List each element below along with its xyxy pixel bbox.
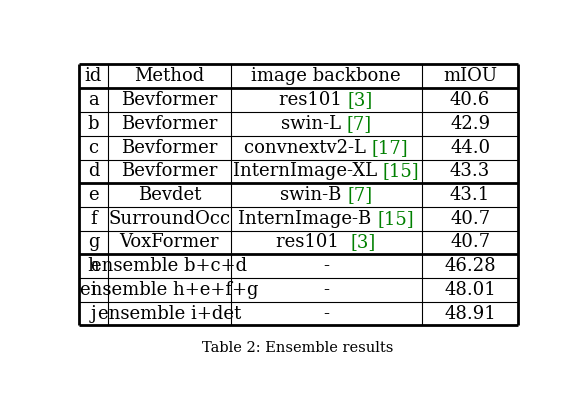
Text: InternImage-XL: InternImage-XL (233, 162, 383, 180)
Text: f: f (90, 210, 97, 228)
Text: ensemble i+det: ensemble i+det (97, 304, 241, 323)
Text: -: - (323, 304, 329, 323)
Text: 48.91: 48.91 (444, 304, 496, 323)
Text: h: h (88, 257, 99, 275)
Text: res101: res101 (280, 91, 348, 109)
Text: b: b (88, 115, 99, 133)
Text: -: - (323, 281, 329, 299)
Text: Method: Method (134, 67, 204, 85)
Text: 40.6: 40.6 (450, 91, 490, 109)
Text: Bevformer: Bevformer (121, 91, 218, 109)
Text: 40.7: 40.7 (450, 210, 490, 228)
Text: a: a (88, 91, 99, 109)
Text: convnextv2-L [17]: convnextv2-L [17] (244, 139, 408, 157)
Text: [17]: [17] (372, 139, 408, 157)
Text: c: c (89, 139, 99, 157)
Text: ensemble b+c+d: ensemble b+c+d (91, 257, 247, 275)
Text: res101 [3]: res101 [3] (280, 91, 373, 109)
Text: Bevdet: Bevdet (137, 186, 201, 204)
Text: g: g (88, 234, 99, 251)
Text: 48.01: 48.01 (444, 281, 496, 299)
Text: [3]: [3] (348, 91, 373, 109)
Text: -: - (323, 257, 329, 275)
Text: swin-L [7]: swin-L [7] (281, 115, 372, 133)
Text: InternImage-XL [15]: InternImage-XL [15] (233, 162, 419, 180)
Text: e: e (88, 186, 99, 204)
Text: mIOU: mIOU (443, 67, 497, 85)
Text: swin-B: swin-B (280, 186, 347, 204)
Text: j: j (90, 304, 96, 323)
Text: Bevformer: Bevformer (121, 162, 218, 180)
Text: [3]: [3] (351, 234, 376, 251)
Text: res101  [3]: res101 [3] (277, 234, 376, 251)
Text: d: d (88, 162, 99, 180)
Text: res101: res101 (277, 234, 351, 251)
Text: swin-B [7]: swin-B [7] (280, 186, 372, 204)
Text: [7]: [7] (347, 115, 372, 133)
Text: 43.1: 43.1 (450, 186, 490, 204)
Text: image backbone: image backbone (252, 67, 401, 85)
Text: Bevformer: Bevformer (121, 139, 218, 157)
Text: InternImage-B [15]: InternImage-B [15] (238, 210, 414, 228)
Text: [7]: [7] (347, 186, 372, 204)
Text: InternImage-B: InternImage-B (238, 210, 378, 228)
Text: 40.7: 40.7 (450, 234, 490, 251)
Text: Bevformer: Bevformer (121, 115, 218, 133)
Text: [15]: [15] (378, 210, 414, 228)
Text: ensemble h+e+f+g: ensemble h+e+f+g (80, 281, 259, 299)
Text: 46.28: 46.28 (444, 257, 496, 275)
Text: i: i (90, 281, 96, 299)
Text: id: id (85, 67, 102, 85)
Text: 42.9: 42.9 (450, 115, 490, 133)
Text: 44.0: 44.0 (450, 139, 490, 157)
Text: [15]: [15] (383, 162, 419, 180)
Text: convnextv2-L: convnextv2-L (244, 139, 372, 157)
Text: Table 2: Ensemble results: Table 2: Ensemble results (202, 341, 393, 355)
Text: 43.3: 43.3 (450, 162, 490, 180)
Text: SurroundOcc: SurroundOcc (108, 210, 230, 228)
Text: VoxFormer: VoxFormer (119, 234, 219, 251)
Text: swin-L: swin-L (281, 115, 347, 133)
